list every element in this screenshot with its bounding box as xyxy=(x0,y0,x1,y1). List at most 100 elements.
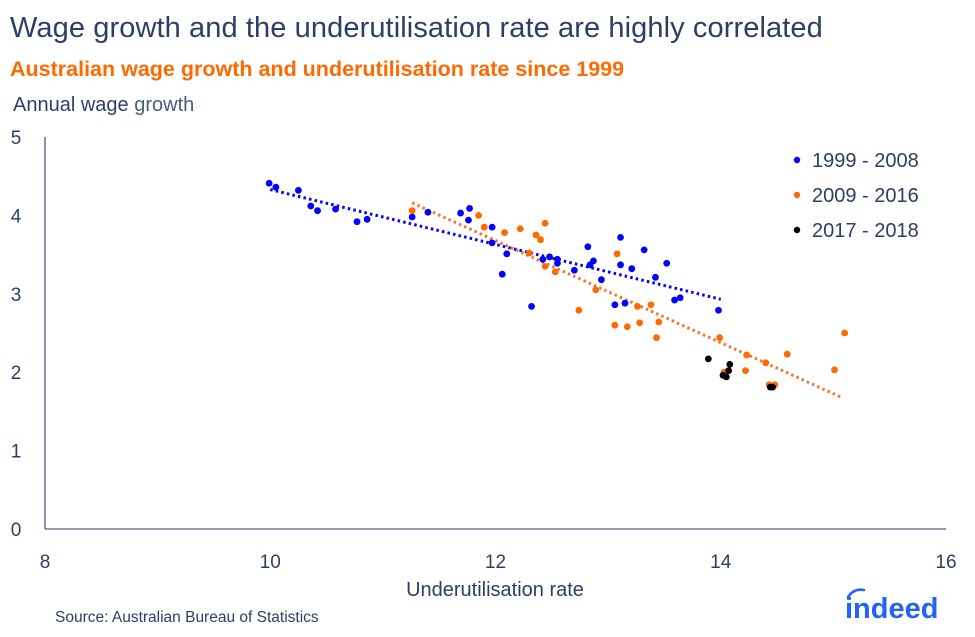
data-point xyxy=(537,236,544,244)
legend: 1999 - 2008 2009 - 2016 2017 - 2018 xyxy=(793,150,919,242)
data-point xyxy=(611,321,619,329)
indeed-logo: indeed xyxy=(845,588,938,625)
trendline-2009-2016 xyxy=(411,201,842,399)
data-point xyxy=(314,207,321,215)
data-point xyxy=(611,301,619,309)
y-axis-title-part-1: Annual wage xyxy=(13,94,129,116)
data-point xyxy=(575,306,583,314)
data-point xyxy=(621,299,629,307)
data-point xyxy=(488,223,496,231)
data-point xyxy=(592,286,600,294)
y-tick-label: 2 xyxy=(11,363,22,384)
data-point xyxy=(726,360,734,368)
trendline-1999-2008 xyxy=(269,188,722,301)
data-point xyxy=(640,246,648,254)
y-tick-label: 5 xyxy=(11,128,22,149)
data-point xyxy=(590,257,597,265)
data-point xyxy=(265,179,273,187)
legend-label: 2009 - 2016 xyxy=(812,185,919,207)
data-point xyxy=(769,383,776,391)
y-axis-title-part-2: growth xyxy=(134,94,195,116)
data-point xyxy=(516,225,524,233)
data-point xyxy=(295,186,302,194)
data-point xyxy=(408,207,416,215)
x-tick-label: 10 xyxy=(260,552,281,573)
legend-marker xyxy=(793,191,801,199)
logo-arc-icon xyxy=(846,588,866,599)
data-point xyxy=(597,276,605,284)
data-point xyxy=(532,231,540,239)
data-point xyxy=(332,205,339,213)
data-point xyxy=(570,266,578,274)
data-point xyxy=(647,301,655,309)
data-point xyxy=(841,329,849,337)
data-point xyxy=(617,261,624,269)
data-point xyxy=(408,213,416,221)
data-point xyxy=(628,265,636,273)
x-tick-label: 12 xyxy=(485,552,506,573)
data-point xyxy=(636,319,644,327)
x-tick-label: 16 xyxy=(935,552,956,573)
data-point xyxy=(503,250,511,258)
data-point xyxy=(424,208,432,216)
y-tick-label: 3 xyxy=(11,285,22,306)
data-point xyxy=(742,367,749,375)
series-2009-2016 xyxy=(408,207,849,389)
y-tick-label: 0 xyxy=(11,520,22,541)
data-point xyxy=(465,216,472,224)
source-note: Source: Australian Bureau of Statistics xyxy=(55,609,319,626)
data-point xyxy=(307,202,315,210)
data-point xyxy=(525,249,533,257)
trendlines xyxy=(269,188,842,399)
data-point xyxy=(480,223,488,231)
legend-marker xyxy=(793,156,801,164)
legend-label: 1999 - 2008 xyxy=(812,150,919,172)
series-1999-2008 xyxy=(265,179,722,314)
data-point xyxy=(457,209,464,217)
data-point xyxy=(655,318,663,326)
data-point xyxy=(613,250,621,258)
data-point xyxy=(501,229,508,237)
data-point xyxy=(743,351,751,359)
y-axis-title: Annual wage growth xyxy=(13,94,194,117)
data-point xyxy=(272,183,280,191)
chart-title: Wage growth and the underutilisation rat… xyxy=(10,12,823,44)
data-point xyxy=(541,262,549,270)
data-point xyxy=(716,334,724,342)
data-point xyxy=(783,350,791,358)
chart-subtitle: Australian wage growth and underutilisat… xyxy=(10,57,625,81)
data-point xyxy=(762,359,770,367)
data-point xyxy=(623,323,631,331)
data-point xyxy=(353,218,361,226)
data-point xyxy=(539,255,547,263)
data-point xyxy=(541,219,549,227)
data-point xyxy=(551,268,559,276)
data-point xyxy=(466,204,473,212)
data-point xyxy=(671,296,678,304)
series-2017-2018 xyxy=(704,355,776,391)
data-point xyxy=(488,239,496,247)
x-tick-label: 8 xyxy=(40,552,51,573)
data-point xyxy=(715,306,722,314)
data-point xyxy=(676,294,684,302)
data-point xyxy=(831,366,838,374)
data-point xyxy=(554,259,561,267)
data-point xyxy=(363,215,371,223)
x-axis-title: Underutilisation rate xyxy=(406,579,584,601)
data-point xyxy=(653,334,660,342)
data-point xyxy=(722,373,730,381)
data-point xyxy=(704,355,712,363)
data-points xyxy=(265,179,849,391)
data-point xyxy=(546,253,553,261)
y-tick-label: 1 xyxy=(11,442,22,463)
data-point xyxy=(498,270,506,278)
logo-text: indeed xyxy=(845,593,938,625)
data-point xyxy=(652,273,659,281)
axes xyxy=(44,137,946,530)
x-tick-label: 14 xyxy=(710,552,732,573)
data-point xyxy=(475,212,483,219)
data-point xyxy=(528,302,535,310)
data-point xyxy=(634,302,641,310)
